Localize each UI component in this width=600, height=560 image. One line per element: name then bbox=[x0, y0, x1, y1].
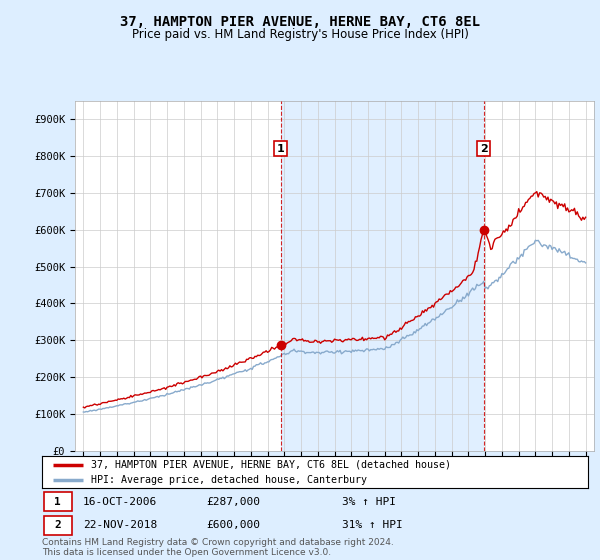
Text: Contains HM Land Registry data © Crown copyright and database right 2024.
This d: Contains HM Land Registry data © Crown c… bbox=[42, 538, 394, 557]
Text: 37, HAMPTON PIER AVENUE, HERNE BAY, CT6 8EL (detached house): 37, HAMPTON PIER AVENUE, HERNE BAY, CT6 … bbox=[91, 460, 451, 470]
FancyBboxPatch shape bbox=[44, 516, 72, 535]
Text: 16-OCT-2006: 16-OCT-2006 bbox=[83, 497, 157, 507]
Text: 1: 1 bbox=[55, 497, 61, 507]
Text: 31% ↑ HPI: 31% ↑ HPI bbox=[342, 520, 403, 530]
Text: 22-NOV-2018: 22-NOV-2018 bbox=[83, 520, 157, 530]
Text: 37, HAMPTON PIER AVENUE, HERNE BAY, CT6 8EL: 37, HAMPTON PIER AVENUE, HERNE BAY, CT6 … bbox=[120, 15, 480, 29]
Text: 2: 2 bbox=[479, 144, 487, 153]
Text: 1: 1 bbox=[277, 144, 284, 153]
Text: HPI: Average price, detached house, Canterbury: HPI: Average price, detached house, Cant… bbox=[91, 474, 367, 484]
Text: 3% ↑ HPI: 3% ↑ HPI bbox=[342, 497, 397, 507]
Text: £287,000: £287,000 bbox=[206, 497, 260, 507]
Bar bbox=[281, 101, 484, 451]
Text: 2: 2 bbox=[55, 520, 61, 530]
Text: Price paid vs. HM Land Registry's House Price Index (HPI): Price paid vs. HM Land Registry's House … bbox=[131, 28, 469, 41]
Text: £600,000: £600,000 bbox=[206, 520, 260, 530]
FancyBboxPatch shape bbox=[44, 492, 72, 511]
